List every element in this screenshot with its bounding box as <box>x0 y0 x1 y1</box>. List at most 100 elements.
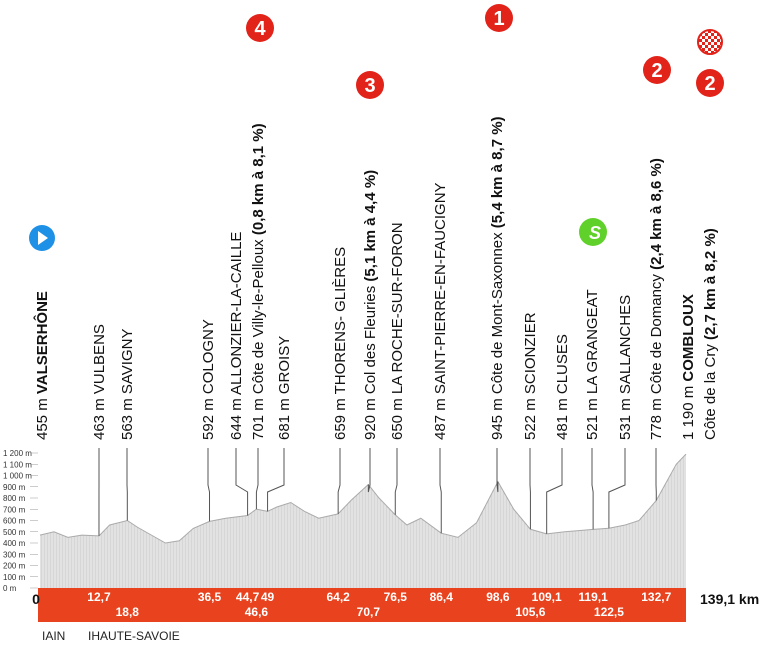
waypoint-label: 945 m Côte de Mont-Saxonnex (5,4 km à 8,… <box>489 116 506 440</box>
climb-badge <box>696 69 724 97</box>
elevation: 659 m <box>332 398 349 440</box>
waypoint: 592 m COLOGNY 36,5 <box>198 319 222 604</box>
elevation: 920 m <box>362 398 379 440</box>
place-name: SAVIGNY <box>119 329 136 395</box>
y-tick-label: 800 m <box>3 494 26 503</box>
y-tick-label: 1 200 m <box>3 449 32 458</box>
elevation: 650 m <box>389 398 406 440</box>
elevation: 681 m <box>276 398 293 440</box>
climb-category: 2 <box>651 60 662 82</box>
km-label: 98,6 <box>486 590 510 604</box>
y-tick-label: 1 000 m <box>3 472 32 481</box>
y-tick-label: 600 m <box>3 517 26 526</box>
elevation: 592 m <box>200 398 217 440</box>
climb-badge <box>246 14 274 42</box>
leader-line <box>394 448 398 515</box>
climb-info: (5,4 km à 8,7 %) <box>489 116 506 228</box>
leader-line <box>337 448 341 514</box>
waypoint: 644 m ALLONZIER-LA-CAILLE 44,7 <box>228 232 260 604</box>
place-name: COLOGNY <box>200 319 217 394</box>
waypoint-label: 487 m SAINT-PIERRE-EN-FAUCIGNY <box>432 182 449 440</box>
waypoint-label: 481 m CLUSES <box>554 334 571 440</box>
leader-line <box>367 448 371 493</box>
elevation: 522 m <box>522 398 539 440</box>
leader-line <box>207 448 211 522</box>
km-label: 109,1 <box>532 590 562 604</box>
waypoint: 481 m CLUSES 109,1 <box>532 334 571 604</box>
region-label: IHAUTE-SAVOIE <box>88 629 180 643</box>
y-tick-label: 400 m <box>3 539 26 548</box>
km-label: 12,7 <box>87 590 111 604</box>
waypoint: 563 m SAVIGNY 18,8 <box>116 329 140 619</box>
profile-area <box>40 454 686 588</box>
place-name: SAINT-PIERRE-EN-FAUCIGNY <box>432 182 449 394</box>
climb-category: 3 <box>364 75 375 97</box>
waypoint-label: 681 m GROISY <box>276 336 293 440</box>
leader-line <box>608 448 626 529</box>
place-name: THORENS- GLIÈRES <box>332 247 349 395</box>
km-label: 139,1 km <box>700 591 759 607</box>
place-name: SALLANCHES <box>617 295 634 394</box>
elevation: 521 m <box>584 398 601 440</box>
leader-line <box>591 448 594 530</box>
place-name: SCIONZIER <box>522 312 539 394</box>
waypoint: 920 m Col des Fleuries (5,1 km à 4,4 %) 7… <box>356 71 384 619</box>
elevation: 945 m <box>489 398 506 440</box>
waypoint-label: 650 m LA ROCHE-SUR-FORON <box>389 222 406 440</box>
y-tick-label: 100 m <box>3 573 26 582</box>
km-label: 105,6 <box>515 605 545 619</box>
finish-flag <box>697 29 723 55</box>
climb-badge <box>356 71 384 99</box>
waypoint: 659 m THORENS- GLIÈRES 64,2 <box>326 247 350 604</box>
elevation: 487 m <box>432 398 449 440</box>
km-label: 76,5 <box>384 590 408 604</box>
km-label: 36,5 <box>198 590 222 604</box>
region-label: IAIN <box>42 629 65 643</box>
profile-line <box>39 453 687 544</box>
km-label: 64,2 <box>326 590 350 604</box>
y-tick-label: 1 100 m <box>3 460 32 469</box>
km-label: 70,7 <box>357 605 381 619</box>
climb-name: Côte de la Cry <box>702 344 719 440</box>
km-label: 122,5 <box>594 605 624 619</box>
leader-line <box>267 448 285 512</box>
climb-category: 4 <box>254 18 266 40</box>
leader-line <box>235 448 249 516</box>
waypoint: 521 m LA GRANGEAT 119,1 S <box>578 218 608 604</box>
km-label: 49 <box>261 590 275 604</box>
waypoint-label: Côte de la Cry (2,7 km à 8,2 %) <box>702 228 719 440</box>
km-label: 119,1 <box>578 590 608 604</box>
place-name: Côte de Mont-Saxonnex <box>489 232 506 394</box>
waypoint-label: 1 190 m COMBLOUX <box>680 294 697 440</box>
waypoint: 487 m SAINT-PIERRE-EN-FAUCIGNY 86,4 <box>430 182 454 604</box>
sprint-label: S <box>589 223 601 243</box>
y-tick-label: 700 m <box>3 505 26 514</box>
km-label: 132,7 <box>641 590 671 604</box>
elevation: 455 m <box>34 398 51 440</box>
place-name: Col des Fleuries <box>362 286 379 394</box>
waypoint-label: 778 m Côte de Domancy (2,4 km à 8,6 %) <box>648 158 665 440</box>
km-label: 18,8 <box>116 605 140 619</box>
place-name: LA GRANGEAT <box>584 289 601 394</box>
climb-badge <box>643 56 671 84</box>
waypoint-label: 563 m SAVIGNY <box>119 329 136 440</box>
elevation: 778 m <box>648 398 665 440</box>
waypoint: 522 m SCIONZIER 105,6 <box>515 312 545 619</box>
y-tick-label: 300 m <box>3 550 26 559</box>
waypoint-label: 592 m COLOGNY <box>200 319 217 440</box>
climb-badge <box>485 4 513 32</box>
waypoint-label: 455 m VALSERHÔNE <box>33 291 51 440</box>
place-name: ALLONZIER-LA-CAILLE <box>228 232 245 395</box>
climb-category: 2 <box>704 73 715 95</box>
elevation: 531 m <box>617 398 634 440</box>
elevation: 701 m <box>250 398 267 440</box>
waypoint: 778 m Côte de Domancy (2,4 km à 8,6 %) 13… <box>641 56 672 604</box>
elevation: 481 m <box>554 398 571 440</box>
waypoint: 1 190 m COMBLOUX Côte de la Cry (2,7 km à… <box>680 29 759 607</box>
waypoint: 701 m Côte de Villy-le-Pelloux (0,8 km à… <box>245 14 274 619</box>
leader-line <box>496 448 499 493</box>
km-label: 86,4 <box>430 590 454 604</box>
place-name: GROISY <box>276 336 293 394</box>
waypoint-label: 522 m SCIONZIER <box>522 312 539 440</box>
